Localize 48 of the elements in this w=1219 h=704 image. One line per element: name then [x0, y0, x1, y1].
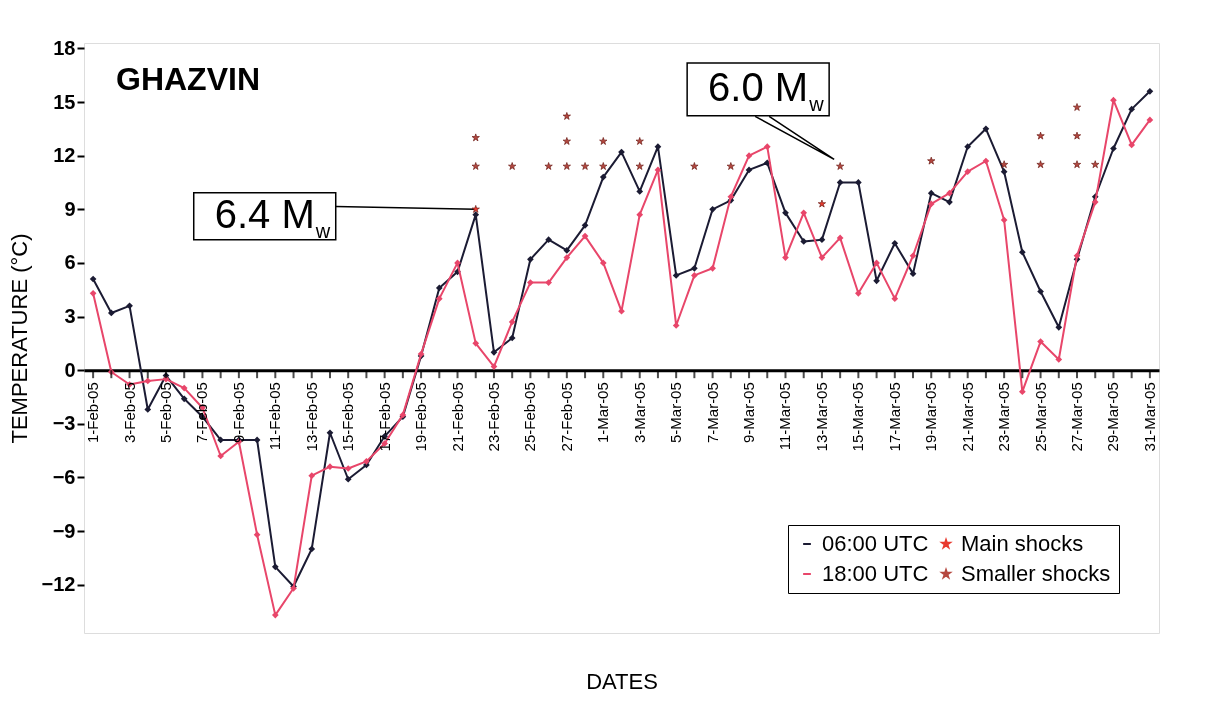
legend-label: Smaller shocks	[961, 561, 1111, 586]
x-tick-label: 15-Feb-05	[339, 382, 357, 452]
x-tick-label: 9-Feb-05	[229, 382, 247, 444]
x-tick-label: 27-Mar-05	[1068, 382, 1086, 452]
x-tick-label: 3-Feb-05	[120, 382, 138, 444]
y-tick-label: −12	[41, 573, 76, 596]
x-tick-label: 17-Feb-05	[375, 382, 393, 452]
x-tick-label: 7-Feb-05	[193, 382, 211, 444]
x-tick-label: 15-Mar-05	[849, 382, 867, 452]
y-tick-label: 6	[64, 251, 76, 274]
x-tick-label: 11-Mar-05	[776, 382, 794, 451]
x-tick-label: 5-Feb-05	[156, 382, 174, 444]
text: GHAZVIN	[116, 61, 260, 97]
legend-label: Main shocks	[961, 531, 1084, 556]
x-tick-label: 1-Feb-05	[84, 382, 102, 444]
x-tick-label: 21-Mar-05	[958, 382, 976, 452]
x-tick-label: 29-Mar-05	[1104, 382, 1122, 452]
x-tick-label: 7-Mar-05	[703, 382, 721, 444]
x-tick-label: 13-Feb-05	[302, 382, 320, 452]
y-tick-label: 9	[64, 197, 76, 220]
x-tick-label: 23-Feb-05	[484, 382, 502, 452]
y-tick-label: −3	[52, 412, 76, 435]
x-tick-label: 5-Mar-05	[667, 382, 685, 444]
x-tick-label: 13-Mar-05	[812, 382, 830, 452]
x-tick-label: 3-Mar-05	[630, 382, 648, 444]
x-tick-label: 17-Mar-05	[885, 382, 903, 452]
x-tick-label: 9-Mar-05	[740, 382, 758, 444]
x-tick-label: 25-Mar-05	[1031, 382, 1049, 452]
y-axis-title: TEMPERATURE (°C)	[6, 233, 32, 444]
x-axis-title: DATES	[586, 668, 658, 694]
x-tick-label: 1-Mar-05	[594, 382, 612, 444]
x-tick-label: 19-Feb-05	[412, 382, 430, 452]
y-tick-label: 15	[53, 90, 76, 113]
x-tick-label: 31-Mar-05	[1140, 382, 1158, 452]
y-tick-label: 18	[53, 36, 76, 59]
y-tick-label: 0	[64, 358, 76, 381]
x-tick-label: 11-Feb-05	[266, 382, 284, 451]
x-tick-label: 19-Mar-05	[922, 382, 940, 452]
legend-label: 06:00 UTC	[822, 531, 929, 556]
legend-label: 18:00 UTC	[822, 561, 929, 586]
y-tick-label: −9	[52, 519, 76, 542]
y-tick-label: 12	[53, 144, 76, 167]
x-tick-label: 21-Feb-05	[448, 382, 466, 452]
x-tick-label: 25-Feb-05	[521, 382, 539, 452]
y-tick-label: −6	[52, 465, 76, 488]
y-tick-label: 3	[64, 305, 76, 328]
x-tick-label: 23-Mar-05	[995, 382, 1013, 452]
x-tick-label: 27-Feb-05	[557, 382, 575, 452]
